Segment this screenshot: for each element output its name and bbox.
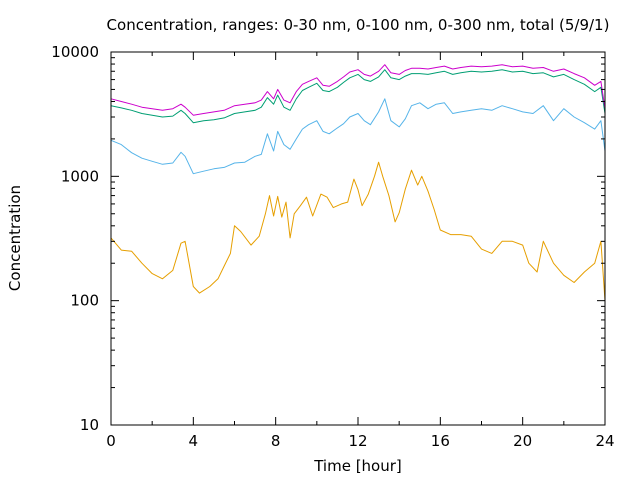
series-layer xyxy=(110,64,606,301)
y-tick-label: 10 xyxy=(80,416,99,434)
tick-label-layer: 0 4 8 12 16 20 24 10 100 1000 10000 xyxy=(51,43,614,450)
x-tick-label: 0 xyxy=(106,432,116,450)
y-axis-label: Concentration xyxy=(6,185,24,291)
y-tick-label: 100 xyxy=(70,292,99,310)
x-axis-label: Time [hour] xyxy=(313,457,402,475)
chart-title: Concentration, ranges: 0-30 nm, 0-100 nm… xyxy=(107,16,610,34)
series-line-4 xyxy=(110,64,606,116)
x-tick-label: 12 xyxy=(348,432,367,450)
tick-layer xyxy=(110,51,606,426)
y-tick-label: 1000 xyxy=(61,167,99,185)
x-tick-label: 16 xyxy=(431,432,450,450)
series-line-3 xyxy=(110,69,606,124)
x-tick-label: 8 xyxy=(271,432,281,450)
series-line-1 xyxy=(110,161,606,301)
series-line-2 xyxy=(110,98,606,175)
plot-frame xyxy=(110,51,606,426)
x-tick-label: 20 xyxy=(513,432,532,450)
y-tick-label: 10000 xyxy=(51,43,99,61)
x-tick-label: 4 xyxy=(189,432,199,450)
x-tick-label: 24 xyxy=(595,432,614,450)
